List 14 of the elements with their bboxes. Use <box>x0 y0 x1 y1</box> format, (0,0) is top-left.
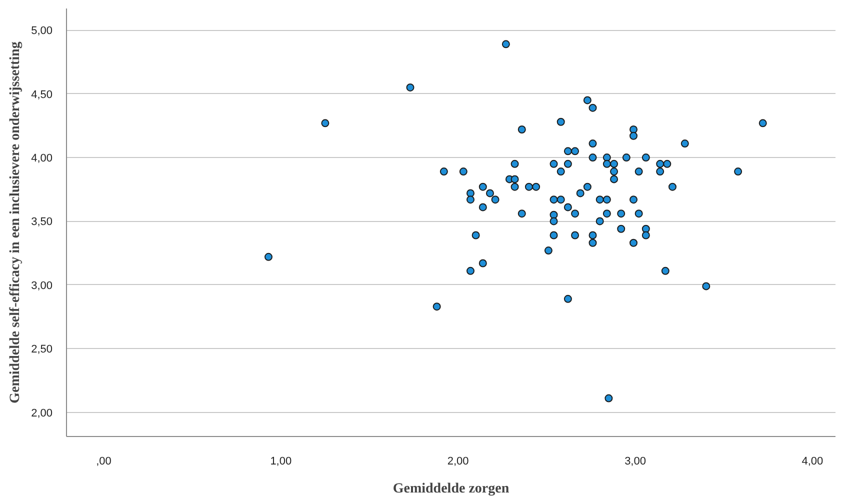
y-axis-title: Gemiddelde self-efficacy in een inclusievere onderwijssetting <box>8 42 24 404</box>
x-tick-label: ,00 <box>96 456 112 468</box>
x-tick-label: 1,00 <box>270 456 292 468</box>
x-tick-label: 2,00 <box>447 456 469 468</box>
y-tick-label: 4,50 <box>31 88 53 101</box>
x-tick-label: 4,00 <box>802 456 824 468</box>
x-axis-title: Gemiddelde zorgen <box>392 482 510 496</box>
y-tick-label: 3,00 <box>31 280 53 292</box>
y-tick-label: 2,00 <box>31 407 53 420</box>
y-tick-label: 5,00 <box>31 25 53 38</box>
y-tick-label: 3,50 <box>31 216 53 228</box>
x-tick-label: 3,00 <box>624 456 646 468</box>
y-tick-label: 2,50 <box>31 344 53 356</box>
y-tick-label: 4,00 <box>31 152 53 165</box>
